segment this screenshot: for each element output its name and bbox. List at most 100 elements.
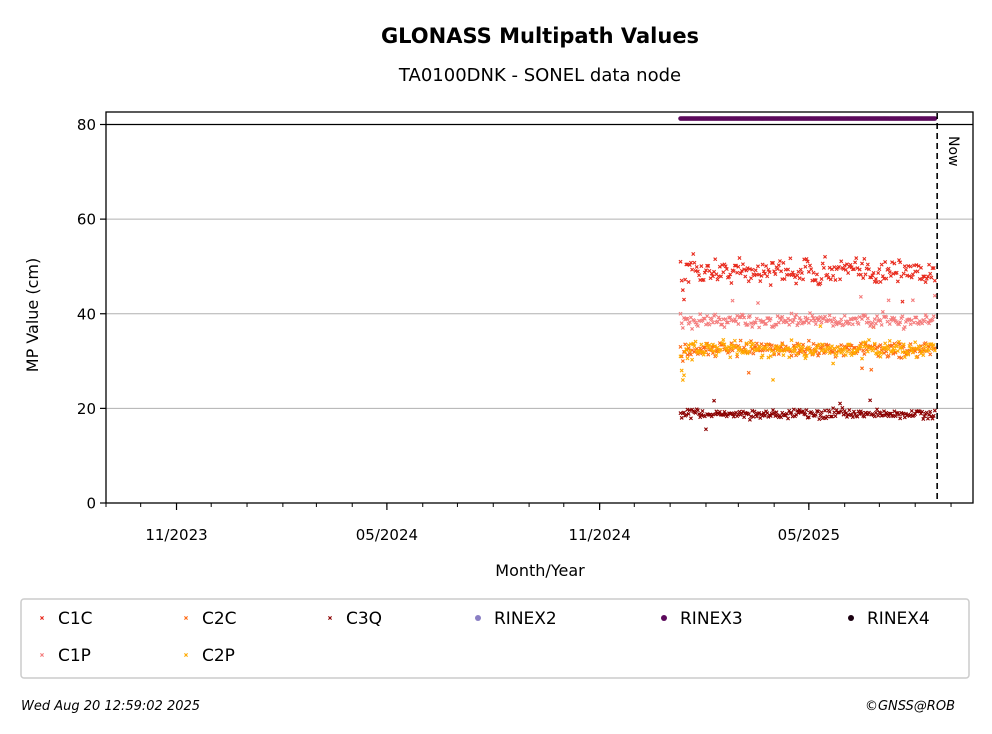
point-c2p <box>902 355 907 360</box>
point-c1c <box>853 260 858 265</box>
point-c2p <box>725 348 730 353</box>
point-c1c <box>884 276 889 281</box>
point-c1c <box>826 275 831 280</box>
point-c1p <box>898 320 903 325</box>
point-c3q <box>841 412 846 417</box>
legend: C1C C2C C3Q RINEX2 RINEX3 RINEX4 C1P C2P <box>40 609 930 666</box>
point-c2p <box>713 344 718 349</box>
point-c1c <box>901 271 906 276</box>
point-c1c <box>915 269 920 274</box>
point-c3q <box>823 408 828 413</box>
point-c3q <box>931 413 936 418</box>
point-c1c <box>857 267 862 272</box>
point-c1c <box>809 267 814 272</box>
point-c1p <box>679 321 684 326</box>
point-c3q <box>712 398 717 403</box>
point-c2p <box>881 345 886 350</box>
point-c1p <box>724 320 729 325</box>
point-c2p <box>685 356 690 361</box>
point-c2p <box>912 346 917 351</box>
point-c1c <box>679 278 684 283</box>
point-c2p <box>820 342 825 347</box>
point-c1c <box>759 273 764 278</box>
point-c1c <box>930 266 935 271</box>
point-c2p <box>900 350 905 355</box>
point-c1c <box>851 267 856 272</box>
point-c1c <box>818 281 823 286</box>
point-c1c <box>791 272 796 277</box>
point-c1c <box>883 259 888 264</box>
point-c3q <box>836 410 841 415</box>
point-c1p <box>842 313 847 318</box>
now-marker: Now <box>936 113 961 503</box>
point-c2p <box>812 349 817 354</box>
point-c3q <box>686 411 691 416</box>
point-c2p <box>858 344 863 349</box>
point-c2p <box>907 343 912 348</box>
point-c3q <box>722 409 727 414</box>
footer-credit: ©GNSS@ROB <box>865 699 955 714</box>
point-c1p <box>932 293 937 298</box>
point-c1c <box>719 274 723 279</box>
point-c1c <box>811 270 816 275</box>
point-c1p <box>705 314 710 319</box>
point-c2p <box>687 348 692 353</box>
point-c1p <box>703 322 708 327</box>
data-points <box>678 116 938 432</box>
point-c1c <box>781 260 786 265</box>
point-c1c <box>743 274 748 279</box>
point-c2c <box>860 366 865 371</box>
point-c1c <box>877 267 882 272</box>
point-c1p <box>728 315 733 320</box>
point-c1c <box>865 262 870 267</box>
point-c1c <box>723 264 728 269</box>
point-c1c <box>923 280 928 285</box>
point-c1p <box>805 316 810 321</box>
point-c2p <box>877 349 882 354</box>
point-c1p <box>789 311 794 316</box>
point-c1p <box>880 309 885 314</box>
point-c2p <box>885 344 890 349</box>
point-c1p <box>908 322 913 327</box>
point-c1c <box>861 276 866 281</box>
point-c3q <box>803 412 808 417</box>
point-c1c <box>887 270 892 275</box>
point-c1c <box>739 268 744 273</box>
point-c1c <box>850 267 855 272</box>
point-c1c <box>744 268 749 273</box>
point-c1p <box>849 317 854 322</box>
point-c3q <box>932 408 937 413</box>
point-c3q <box>744 411 749 416</box>
point-c2p <box>910 350 915 355</box>
point-c3q <box>695 408 700 413</box>
point-c2p <box>845 349 849 354</box>
point-c2c <box>869 367 874 372</box>
point-c1c <box>869 275 874 280</box>
point-c2p <box>846 342 851 347</box>
point-rinex3 <box>932 116 938 121</box>
point-c3q <box>801 409 806 414</box>
point-c2c <box>702 345 707 350</box>
point-c2p <box>777 348 782 353</box>
point-c1c <box>804 256 809 261</box>
point-c2p <box>920 348 925 353</box>
point-c2c <box>811 341 816 346</box>
point-c3q <box>851 409 856 414</box>
point-c3q <box>909 408 914 413</box>
point-c3q <box>842 409 847 414</box>
point-c1p <box>745 322 750 327</box>
point-c2p <box>789 338 794 343</box>
point-c1p <box>858 294 863 299</box>
point-c2c <box>806 338 811 343</box>
point-c1c <box>907 274 912 279</box>
point-c3q <box>757 411 762 416</box>
point-c1c <box>715 277 720 282</box>
point-c3q <box>829 414 834 419</box>
point-c1c <box>838 277 843 282</box>
point-c1p <box>725 320 730 325</box>
point-c1c <box>758 279 763 284</box>
point-c3q <box>922 414 927 419</box>
point-c1c <box>732 263 737 268</box>
y-axis-label: MP Value (cm) <box>23 258 42 372</box>
point-c1p <box>910 298 915 303</box>
